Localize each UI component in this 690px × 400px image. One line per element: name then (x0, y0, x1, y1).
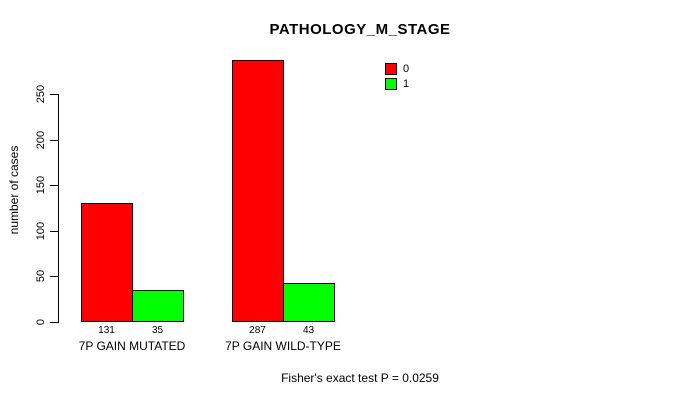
bar (132, 290, 184, 322)
y-tick-label: 100 (35, 221, 47, 241)
y-tick (50, 94, 58, 95)
bar-value-label: 287 (249, 325, 266, 336)
legend-item: 0 (385, 63, 409, 75)
bar (81, 203, 133, 322)
category-label: 7P GAIN WILD-TYPE (225, 339, 341, 353)
bar-value-label: 35 (151, 325, 164, 336)
bar (283, 283, 335, 322)
chart-title: PATHOLOGY_M_STAGE (269, 21, 451, 38)
y-tick (50, 322, 58, 323)
y-tick-label: 50 (35, 269, 47, 283)
y-tick (50, 276, 58, 277)
bar-value-label: 43 (302, 325, 315, 336)
legend-swatch (385, 78, 397, 90)
y-tick-label: 150 (35, 175, 47, 195)
category-label: 7P GAIN MUTATED (78, 339, 186, 353)
y-tick (50, 140, 58, 141)
y-axis-line (58, 94, 59, 323)
legend-swatch (385, 63, 397, 75)
legend-label: 1 (403, 78, 410, 90)
bar-value-label: 131 (98, 325, 115, 336)
annotation-text: Fisher's exact test P = 0.0259 (281, 371, 439, 385)
y-tick-label: 250 (35, 84, 47, 104)
legend-item: 1 (385, 78, 409, 90)
bar (232, 60, 284, 322)
y-tick-label: 0 (35, 318, 47, 326)
y-tick (50, 185, 58, 186)
y-tick-label: 200 (35, 130, 47, 150)
y-tick (50, 231, 58, 232)
legend-label: 0 (403, 63, 410, 75)
